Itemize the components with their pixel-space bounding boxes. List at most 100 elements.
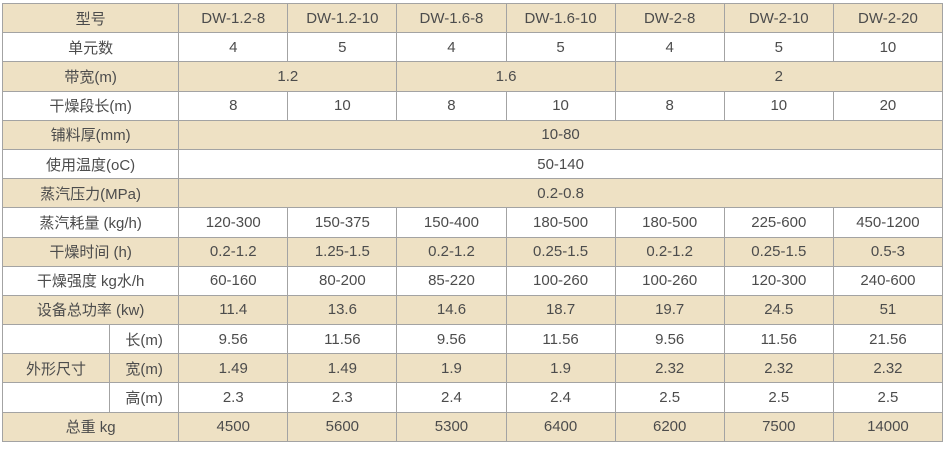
- value-cell: 10: [287, 90, 398, 121]
- value-cell: 1.9: [505, 353, 616, 384]
- table-row-total-weight: 总重 kg 4500 5600 5300 6400 6200 7500 1400…: [1, 411, 944, 442]
- row-label-drying-section-length: 干燥段长(m): [1, 90, 180, 121]
- value-cell: 150-375: [287, 207, 398, 238]
- value-cell-span: 2: [614, 61, 944, 92]
- value-cell: 120-300: [723, 265, 834, 296]
- row-label-unit-count: 单元数: [1, 32, 180, 63]
- table-row-model-header: 型号 DW-1.2-8 DW-1.2-10 DW-1.6-8 DW-1.6-10…: [1, 2, 944, 34]
- value-cell: 2.5: [723, 382, 834, 413]
- value-cell: 1.25-1.5: [287, 236, 398, 267]
- value-cell-span: 1.6: [396, 61, 616, 92]
- table-row-material-thickness: 铺料厚(mm) 10-80: [1, 119, 943, 150]
- value-cell-full-span: 10-80: [178, 119, 943, 150]
- value-cell: 10: [505, 90, 616, 121]
- table-row-drying-time: 干燥时间 (h) 0.2-1.2 1.25-1.5 0.2-1.2 0.25-1…: [1, 236, 944, 267]
- value-cell: 2.3: [178, 382, 289, 413]
- value-cell: 5: [505, 32, 616, 63]
- value-cell: 7500: [723, 411, 834, 442]
- model-name-cell: DW-1.2-8: [178, 2, 289, 34]
- table-row-drying-intensity: 干燥强度 kg水/h 60-160 80-200 85-220 100-260 …: [1, 265, 944, 296]
- value-cell: 9.56: [396, 324, 507, 355]
- value-cell: 10: [832, 32, 944, 63]
- value-cell: 4: [614, 32, 725, 63]
- value-cell: 2.32: [832, 353, 944, 384]
- row-label-dimension-height: 高(m): [109, 382, 180, 413]
- model-name-cell: DW-2-8: [614, 2, 725, 34]
- value-cell: 4: [178, 32, 289, 63]
- value-cell: 14000: [832, 411, 944, 442]
- value-cell: 8: [614, 90, 725, 121]
- value-cell: 1.49: [178, 353, 289, 384]
- table-row-dimension-length: 长(m) 9.56 11.56 9.56 11.56 9.56 11.56 21…: [1, 324, 944, 355]
- value-cell: 11.4: [178, 294, 289, 326]
- value-cell: 0.2-1.2: [178, 236, 289, 267]
- value-cell: 8: [178, 90, 289, 121]
- value-cell: 0.25-1.5: [723, 236, 834, 267]
- table-row-steam-consumption: 蒸汽耗量 (kg/h) 120-300 150-375 150-400 180-…: [1, 207, 944, 238]
- value-cell: 225-600: [723, 207, 834, 238]
- value-cell: 100-260: [614, 265, 725, 296]
- table-row-belt-width: 带宽(m) 1.2 1.6 2: [1, 61, 944, 92]
- value-cell: 450-1200: [832, 207, 944, 238]
- value-cell: 0.5-3: [832, 236, 944, 267]
- model-name-cell: DW-2-10: [723, 2, 834, 34]
- row-label-dimension-width: 宽(m): [109, 353, 180, 384]
- row-label-total-weight: 总重 kg: [1, 411, 180, 442]
- dimensions-group-cell-blank: [1, 324, 111, 355]
- value-cell: 180-500: [614, 207, 725, 238]
- value-cell: 19.7: [614, 294, 725, 326]
- row-label-steam-consumption: 蒸汽耗量 (kg/h): [1, 207, 180, 238]
- value-cell: 150-400: [396, 207, 507, 238]
- table-row-drying-section-length: 干燥段长(m) 8 10 8 10 8 10 20: [1, 90, 944, 121]
- value-cell: 8: [396, 90, 507, 121]
- dimensions-group-cell-blank: [1, 382, 111, 413]
- value-cell: 10: [723, 90, 834, 121]
- value-cell: 240-600: [832, 265, 944, 296]
- value-cell: 0.2-1.2: [396, 236, 507, 267]
- value-cell: 1.9: [396, 353, 507, 384]
- dryer-spec-table: 型号 DW-1.2-8 DW-1.2-10 DW-1.6-8 DW-1.6-10…: [1, 2, 944, 442]
- value-cell: 9.56: [614, 324, 725, 355]
- value-cell: 11.56: [505, 324, 616, 355]
- value-cell: 21.56: [832, 324, 944, 355]
- value-cell: 0.25-1.5: [505, 236, 616, 267]
- value-cell: 6400: [505, 411, 616, 442]
- value-cell: 2.5: [832, 382, 944, 413]
- value-cell-span: 1.2: [178, 61, 398, 92]
- row-label-steam-pressure: 蒸汽压力(MPa): [1, 178, 180, 209]
- value-cell: 5600: [287, 411, 398, 442]
- row-label-material-thickness: 铺料厚(mm): [1, 119, 180, 150]
- value-cell: 18.7: [505, 294, 616, 326]
- value-cell: 13.6: [287, 294, 398, 326]
- row-label-dimension-length: 长(m): [109, 324, 180, 355]
- value-cell: 2.5: [614, 382, 725, 413]
- value-cell: 1.49: [287, 353, 398, 384]
- value-cell: 2.32: [723, 353, 834, 384]
- table-row-unit-count: 单元数 4 5 4 5 4 5 10: [1, 32, 944, 63]
- row-label-belt-width: 带宽(m): [1, 61, 180, 92]
- value-cell: 20: [832, 90, 944, 121]
- model-name-cell: DW-1.6-10: [505, 2, 616, 34]
- table-row-operating-temp: 使用温度(oC) 50-140: [1, 148, 943, 180]
- value-cell: 9.56: [178, 324, 289, 355]
- table-row-steam-pressure: 蒸汽压力(MPa) 0.2-0.8: [1, 178, 943, 209]
- value-cell: 100-260: [505, 265, 616, 296]
- row-label-total-power: 设备总功率 (kw): [1, 294, 180, 326]
- value-cell: 2.4: [505, 382, 616, 413]
- value-cell-full-span: 50-140: [178, 148, 943, 180]
- table-row-dimension-width: 外形尺寸 宽(m) 1.49 1.49 1.9 1.9 2.32 2.32 2.…: [1, 353, 944, 384]
- value-cell: 24.5: [723, 294, 834, 326]
- dimensions-group-label: 外形尺寸: [1, 353, 111, 384]
- value-cell: 180-500: [505, 207, 616, 238]
- value-cell: 5: [287, 32, 398, 63]
- value-cell: 120-300: [178, 207, 289, 238]
- value-cell: 2.32: [614, 353, 725, 384]
- value-cell: 2.4: [396, 382, 507, 413]
- value-cell: 0.2-1.2: [614, 236, 725, 267]
- value-cell: 11.56: [287, 324, 398, 355]
- value-cell: 6200: [614, 411, 725, 442]
- row-label-model: 型号: [1, 2, 180, 34]
- value-cell: 14.6: [396, 294, 507, 326]
- value-cell: 5300: [396, 411, 507, 442]
- value-cell: 11.56: [723, 324, 834, 355]
